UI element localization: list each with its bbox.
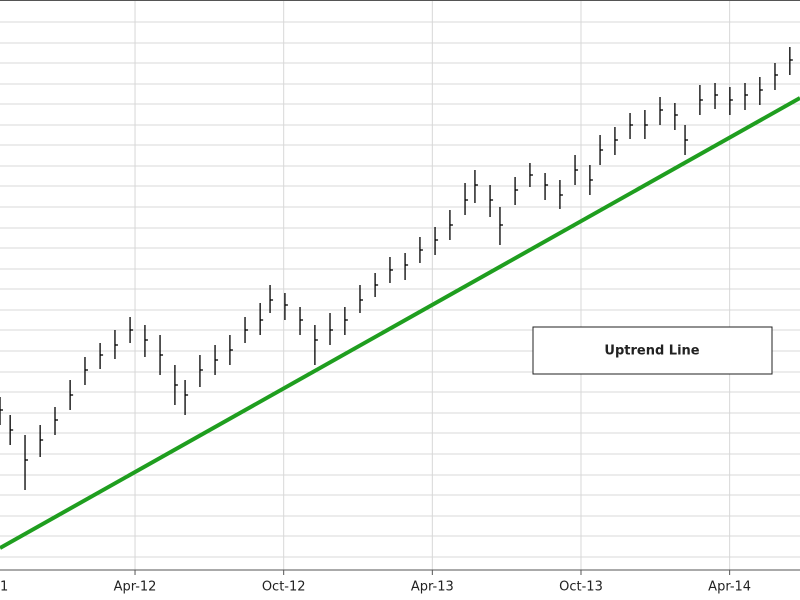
annotation: Uptrend Line	[604, 344, 699, 359]
annotation-box	[532, 326, 773, 375]
x-tick-label: Apr-13	[411, 580, 454, 595]
x-tick-label: Apr-12	[114, 580, 157, 595]
x-tick-label: Oct-13	[559, 580, 603, 595]
x-tick-label: Oct-11	[0, 580, 8, 595]
trend-line	[0, 96, 800, 550]
x-tick-label: Apr-14	[708, 580, 751, 595]
x-tick-label: Oct-12	[262, 580, 306, 595]
